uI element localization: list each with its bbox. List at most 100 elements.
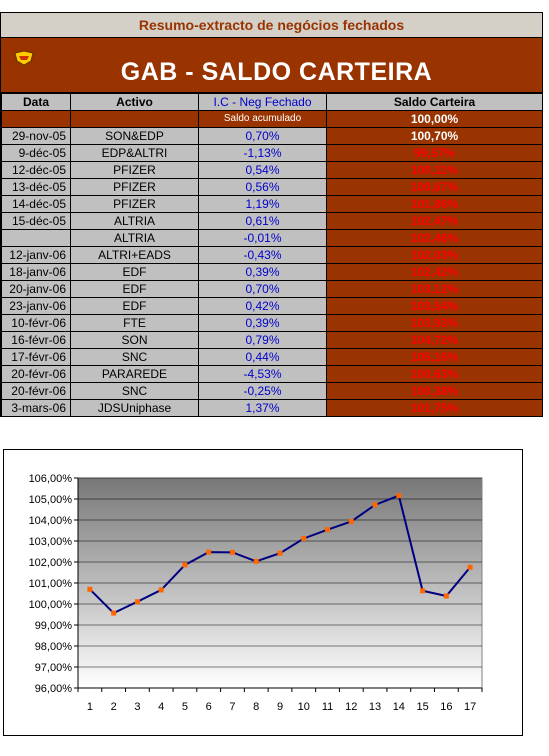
cell-asset: FTE bbox=[70, 314, 199, 332]
table-row: 23-janv-06 EDF 0,42% 103,54% bbox=[1, 297, 543, 315]
cell-saldo: 104,72% bbox=[326, 331, 543, 349]
spreadsheet: Resumo-extracto de negócios fechados GAB… bbox=[0, 12, 543, 417]
table-row: 16-févr-06 SON 0,79% 104,72% bbox=[1, 331, 543, 349]
cell-saldo: 102,47% bbox=[326, 212, 543, 230]
cell-saldo: 102,42% bbox=[326, 263, 543, 281]
cell-date: 20-févr-06 bbox=[1, 382, 71, 400]
cell-date: 9-déc-05 bbox=[1, 144, 71, 162]
cell-saldo: 103,12% bbox=[326, 280, 543, 298]
data-point bbox=[372, 502, 378, 508]
y-tick-label: 100,00% bbox=[29, 599, 73, 611]
data-point bbox=[301, 535, 307, 541]
cell-date: 12-déc-05 bbox=[1, 161, 71, 179]
cell-ic: 0,70% bbox=[198, 127, 327, 145]
y-tick-label: 104,00% bbox=[29, 515, 73, 527]
cell-date: 15-déc-05 bbox=[1, 212, 71, 230]
x-tick-label: 7 bbox=[229, 701, 235, 713]
cell-date: 13-déc-05 bbox=[1, 178, 71, 196]
y-tick-label: 106,00% bbox=[29, 473, 73, 485]
accumulated-value: 100,00% bbox=[326, 110, 543, 128]
cell-date: 29-nov-05 bbox=[1, 127, 71, 145]
cell-saldo: 101,86% bbox=[326, 195, 543, 213]
y-tick-label: 105,00% bbox=[29, 494, 73, 506]
x-tick-label: 6 bbox=[206, 701, 212, 713]
cell-asset: SNC bbox=[70, 348, 199, 366]
cell-date: 14-déc-05 bbox=[1, 195, 71, 213]
x-tick-label: 16 bbox=[440, 701, 452, 713]
cell-ic: 0,70% bbox=[198, 280, 327, 298]
cell-asset: PARAREDE bbox=[70, 365, 199, 383]
x-tick-label: 4 bbox=[158, 701, 164, 713]
cell-saldo: 102,46% bbox=[326, 229, 543, 247]
cell-asset: PFIZER bbox=[70, 195, 199, 213]
x-tick-label: 13 bbox=[369, 701, 381, 713]
saldo-line-chart: 96,00% 97,00% 98,00% 99,00% 100,00% 101,00% 10… bbox=[29, 473, 483, 713]
cell-asset: SON&EDP bbox=[70, 127, 199, 145]
cell-saldo: 100,11% bbox=[326, 161, 543, 179]
cell-date: 23-janv-06 bbox=[1, 297, 71, 315]
cell-saldo: 100,63% bbox=[326, 365, 543, 383]
y-tick-label: 97,00% bbox=[35, 662, 73, 674]
cell-asset: EDF bbox=[70, 297, 199, 315]
x-tick-label: 12 bbox=[345, 701, 357, 713]
data-point bbox=[182, 562, 188, 568]
table-row: 14-déc-05 PFIZER 1,19% 101,86% bbox=[1, 195, 543, 213]
cell-asset: PFIZER bbox=[70, 178, 199, 196]
cell-asset: EDP&ALTRI bbox=[70, 144, 199, 162]
x-tick-label: 10 bbox=[298, 701, 310, 713]
table-row: 10-févr-06 FTE 0,39% 103,93% bbox=[1, 314, 543, 332]
table-row: 20-janv-06 EDF 0,70% 103,12% bbox=[1, 280, 543, 298]
data-point bbox=[325, 527, 331, 533]
gab-logo-icon bbox=[14, 50, 34, 66]
cell-ic: 0,42% bbox=[198, 297, 327, 315]
x-tick-label: 8 bbox=[253, 701, 259, 713]
page-title: GAB - SALDO CARTEIRA bbox=[120, 58, 433, 86]
data-point bbox=[111, 610, 117, 616]
cell-saldo: 103,93% bbox=[326, 314, 543, 332]
cell-asset: ALTRIA bbox=[70, 212, 199, 230]
x-tick-label: 5 bbox=[182, 701, 188, 713]
data-point bbox=[134, 599, 140, 605]
data-point bbox=[467, 564, 473, 570]
acc-empty-1 bbox=[1, 110, 71, 128]
cell-ic: 0,44% bbox=[198, 348, 327, 366]
cell-asset: PFIZER bbox=[70, 161, 199, 179]
cell-ic: 1,19% bbox=[198, 195, 327, 213]
cell-ic: 0,39% bbox=[198, 263, 327, 281]
cell-asset: SNC bbox=[70, 382, 199, 400]
x-tick-label: 3 bbox=[134, 701, 140, 713]
cell-ic: 0,56% bbox=[198, 178, 327, 196]
table-row: 15-déc-05 ALTRIA 0,61% 102,47% bbox=[1, 212, 543, 230]
table-row: 3-mars-06 JDSUniphase 1,37% 101,75% bbox=[1, 399, 543, 417]
cell-ic: -4,53% bbox=[198, 365, 327, 383]
x-tick-label: 1 bbox=[87, 701, 93, 713]
cell-date: 17-févr-06 bbox=[1, 348, 71, 366]
cell-date: 20-févr-06 bbox=[1, 365, 71, 383]
x-tick-label: 14 bbox=[393, 701, 405, 713]
cell-asset: EDF bbox=[70, 263, 199, 281]
data-point bbox=[348, 518, 354, 524]
y-tick-label: 101,00% bbox=[29, 578, 73, 590]
data-point bbox=[158, 587, 164, 593]
table-row: 13-déc-05 PFIZER 0,56% 100,67% bbox=[1, 178, 543, 196]
y-tick-label: 99,00% bbox=[35, 620, 73, 632]
cell-date: 3-mars-06 bbox=[1, 399, 71, 417]
x-tick-label: 15 bbox=[416, 701, 428, 713]
cell-date: 18-janv-06 bbox=[1, 263, 71, 281]
table-row: 18-janv-06 EDF 0,39% 102,42% bbox=[1, 263, 543, 281]
cell-asset: SON bbox=[70, 331, 199, 349]
data-point bbox=[253, 558, 259, 564]
acc-empty-2 bbox=[70, 110, 199, 128]
cell-saldo: 103,54% bbox=[326, 297, 543, 315]
x-tick-label: 17 bbox=[464, 701, 476, 713]
cell-saldo: 101,75% bbox=[326, 399, 543, 417]
cell-saldo: 99,57% bbox=[326, 144, 543, 162]
cell-date: 10-févr-06 bbox=[1, 314, 71, 332]
data-point bbox=[443, 593, 449, 599]
cell-saldo: 100,70% bbox=[326, 127, 543, 145]
col-header-saldo: Saldo Carteira bbox=[326, 93, 543, 111]
cell-asset: EDF bbox=[70, 280, 199, 298]
cell-ic: 0,79% bbox=[198, 331, 327, 349]
x-tick-label: 2 bbox=[111, 701, 117, 713]
cell-saldo: 100,67% bbox=[326, 178, 543, 196]
